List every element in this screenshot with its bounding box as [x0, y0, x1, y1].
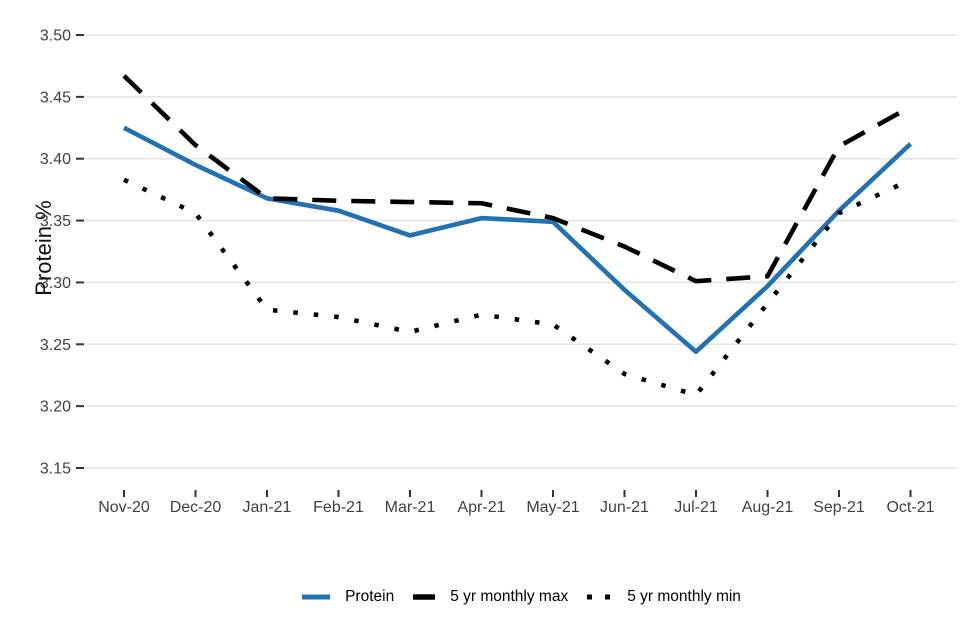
- x-tick-label: Nov-20: [98, 499, 150, 516]
- x-tick-label: Oct-21: [886, 499, 934, 516]
- x-tick-label: May-21: [526, 499, 579, 516]
- y-tick-label: 3.15: [40, 461, 71, 478]
- x-tick-label: Sep-21: [813, 499, 865, 516]
- x-tick-label: Jun-21: [600, 499, 649, 516]
- legend-label-max: 5 yr monthly max: [450, 588, 569, 605]
- x-tick-label: Jul-21: [674, 499, 718, 516]
- legend-label-min: 5 yr monthly min: [627, 588, 741, 605]
- series-line-max: [122, 74, 912, 284]
- series-line-protein: [122, 125, 913, 355]
- x-tick-label: Mar-21: [385, 499, 436, 516]
- series-line-min: [123, 177, 912, 398]
- y-tick-label: 3.35: [40, 213, 71, 230]
- max-dash-swatch: [413, 594, 436, 600]
- y-tick-label: 3.40: [40, 151, 71, 168]
- y-axis-title: Protein %: [31, 200, 56, 296]
- min-dot-swatch: [587, 594, 611, 600]
- legend-label-protein: Protein: [345, 588, 395, 605]
- plot-area: 3.50 3.45 3.40 3.35 3.30 3.25 3.20 3.15 Nov-20 De…: [40, 28, 957, 516]
- x-tick-label: Apr-21: [457, 499, 505, 516]
- x-tick-label: Aug-21: [742, 499, 794, 516]
- legend-item-max: 5 yr monthly max: [412, 588, 568, 606]
- legend: Protein 5 yr monthly max 5 yr monthly mi…: [85, 588, 957, 606]
- protein-line-swatch: [302, 594, 331, 600]
- x-tick-label: Dec-20: [170, 499, 222, 516]
- x-tick-label: Feb-21: [313, 499, 364, 516]
- legend-item-protein: Protein: [301, 588, 394, 606]
- legend-item-min: 5 yr monthly min: [586, 588, 741, 606]
- y-tick-label: 3.20: [40, 399, 71, 416]
- y-tick-label: 3.45: [40, 89, 71, 106]
- y-tick-label: 3.30: [40, 275, 71, 292]
- x-tick-label: Jan-21: [243, 499, 292, 516]
- y-tick-label: 3.25: [40, 337, 71, 354]
- y-tick-label: 3.50: [40, 28, 71, 45]
